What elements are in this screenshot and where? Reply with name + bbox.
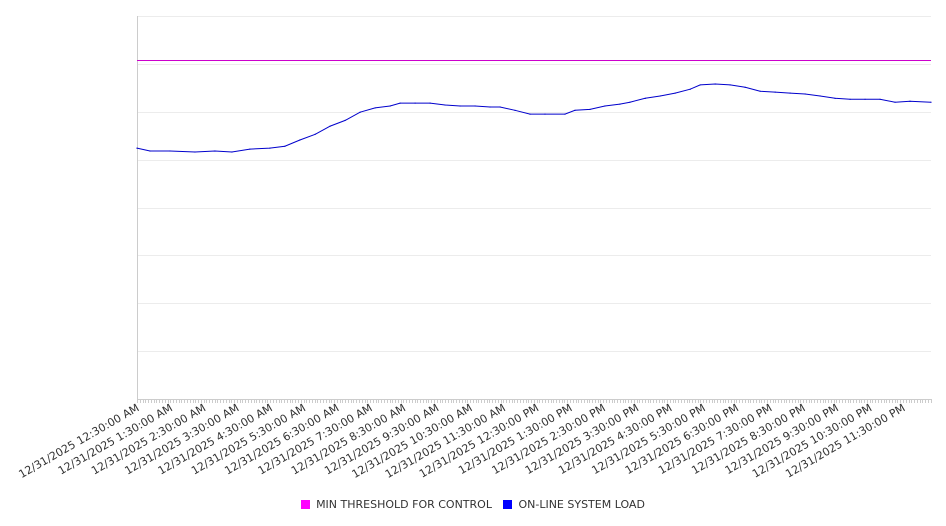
- legend-label-system-load: ON-LINE SYSTEM LOAD: [518, 498, 645, 511]
- system-load-point: [499, 106, 501, 108]
- system-load-point: [544, 113, 546, 115]
- legend-item-threshold[interactable]: MIN THRESHOLD FOR CONTROL: [301, 498, 492, 511]
- system-load-point: [136, 147, 138, 149]
- system-load-point: [689, 88, 691, 90]
- system-load-point: [344, 119, 346, 121]
- system-load-point: [574, 109, 576, 111]
- system-load-point: [744, 86, 746, 88]
- system-load-point: [849, 98, 851, 100]
- system-load-point: [699, 84, 701, 86]
- system-load-point: [444, 104, 446, 106]
- system-load-line: [136, 83, 932, 153]
- legend-swatch-system-load: [503, 500, 513, 509]
- system-load-point: [169, 150, 171, 152]
- system-load-point: [864, 98, 866, 100]
- system-load-point: [589, 108, 591, 110]
- system-load-point: [644, 97, 646, 99]
- system-load-point: [231, 151, 233, 153]
- system-load-point: [604, 105, 606, 107]
- series-group: [136, 60, 932, 153]
- system-load-point: [414, 102, 416, 104]
- system-load-point: [429, 102, 431, 104]
- system-load-point: [834, 97, 836, 99]
- system-load-point: [459, 105, 461, 107]
- system-load-point: [269, 147, 271, 149]
- system-load-point: [399, 102, 401, 104]
- system-load-point: [284, 145, 286, 147]
- system-load-point: [489, 106, 491, 108]
- system-load-point: [879, 98, 881, 100]
- system-load-point: [930, 101, 932, 103]
- system-load-point: [629, 101, 631, 103]
- system-load-point: [819, 95, 821, 97]
- system-load-point: [894, 101, 896, 103]
- system-load-point: [789, 92, 791, 94]
- system-load-point: [759, 90, 761, 92]
- legend-item-system-load[interactable]: ON-LINE SYSTEM LOAD: [503, 498, 645, 511]
- system-load-point: [359, 111, 361, 113]
- system-load-point: [529, 113, 531, 115]
- system-load-point: [674, 92, 676, 94]
- system-load-point: [619, 103, 621, 105]
- system-load-point: [314, 133, 316, 135]
- system-load-point: [514, 109, 516, 111]
- legend: MIN THRESHOLD FOR CONTROL ON-LINE SYSTEM…: [0, 498, 946, 512]
- system-load-point: [299, 139, 301, 141]
- system-load-point: [249, 148, 251, 150]
- system-load-point: [729, 84, 731, 86]
- system-load-point: [909, 100, 911, 102]
- system-load-point: [389, 105, 391, 107]
- system-load-point: [714, 83, 716, 85]
- system-load-point: [474, 105, 476, 107]
- gridlines: [137, 16, 931, 352]
- system-load-point: [214, 150, 216, 152]
- legend-swatch-threshold: [301, 500, 311, 509]
- system-load-point: [804, 93, 806, 95]
- system-load-point: [564, 113, 566, 115]
- system-load-point: [194, 151, 196, 153]
- system-load-point: [149, 150, 151, 152]
- system-load-point: [774, 91, 776, 93]
- system-load-point: [329, 125, 331, 127]
- system-load-point: [659, 95, 661, 97]
- system-load-point: [374, 107, 376, 109]
- legend-label-threshold: MIN THRESHOLD FOR CONTROL: [316, 498, 492, 511]
